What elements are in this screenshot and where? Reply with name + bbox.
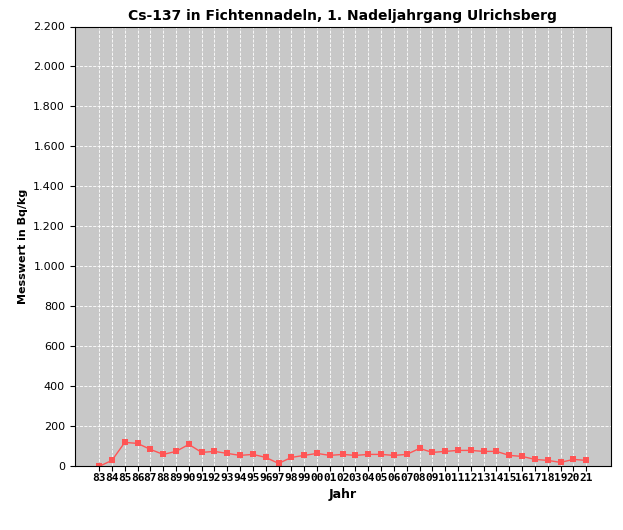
X-axis label: Jahr: Jahr [328, 488, 357, 501]
Title: Cs-137 in Fichtennadeln, 1. Nadeljahrgang Ulrichsberg: Cs-137 in Fichtennadeln, 1. Nadeljahrgan… [128, 8, 557, 23]
Y-axis label: Messwert in Bq/kg: Messwert in Bq/kg [17, 189, 27, 304]
